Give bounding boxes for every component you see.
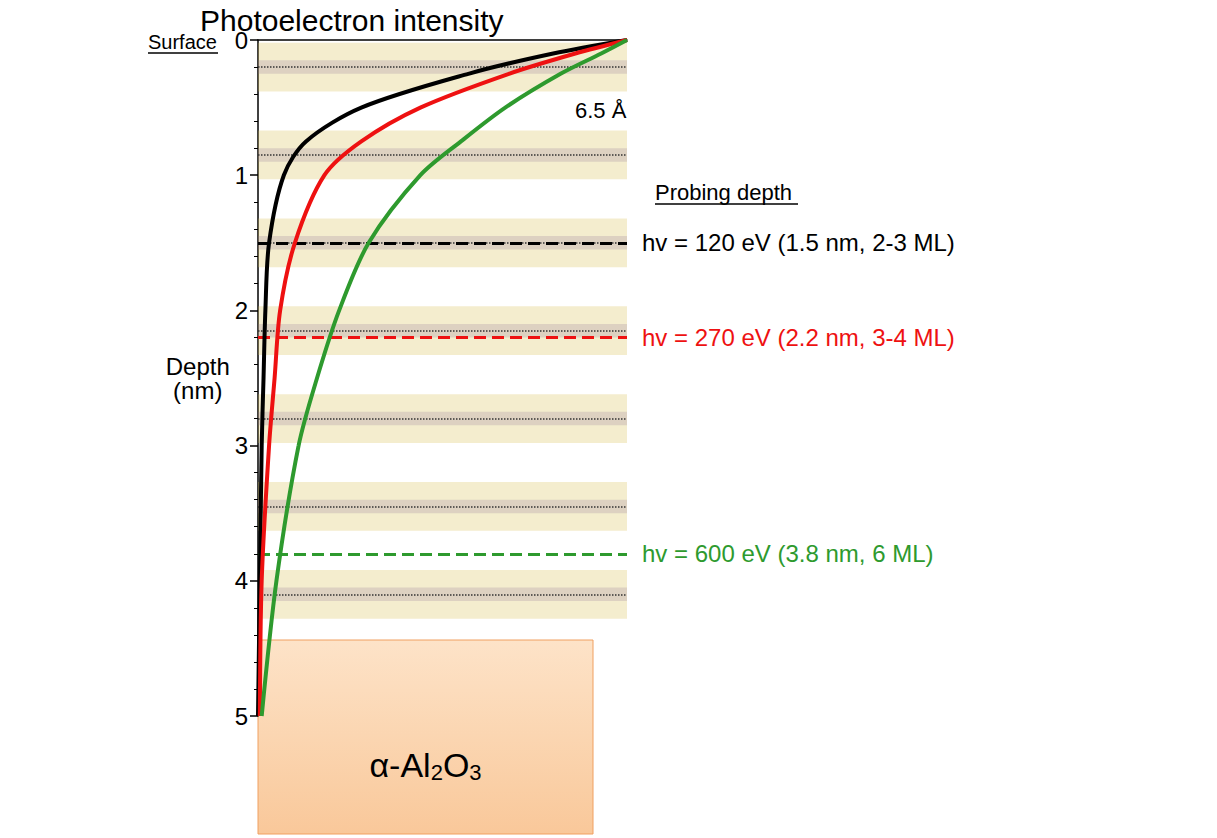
svg-text:2: 2 xyxy=(431,760,443,785)
svg-text:Probing depth: Probing depth xyxy=(655,180,792,205)
svg-text:5: 5 xyxy=(235,703,248,730)
svg-text:Surface: Surface xyxy=(148,31,217,53)
svg-text:hv = 270 eV (2.2 nm, 3-4 ML): hv = 270 eV (2.2 nm, 3-4 ML) xyxy=(642,324,955,351)
svg-text:3: 3 xyxy=(469,760,481,785)
svg-text:hv = 600 eV (3.8 nm, 6 ML): hv = 600 eV (3.8 nm, 6 ML) xyxy=(642,540,933,567)
svg-text:Depth: Depth xyxy=(166,353,230,380)
svg-text:α-Al: α-Al xyxy=(369,746,430,784)
svg-text:3: 3 xyxy=(235,432,248,459)
svg-text:2: 2 xyxy=(235,297,248,324)
svg-text:4: 4 xyxy=(235,567,248,594)
svg-text:(nm): (nm) xyxy=(173,377,222,404)
svg-text:0: 0 xyxy=(234,26,248,54)
svg-text:Photoelectron intensity: Photoelectron intensity xyxy=(200,4,504,37)
svg-text:O: O xyxy=(443,746,469,784)
svg-text:1: 1 xyxy=(235,162,248,189)
svg-text:6.5 Å: 6.5 Å xyxy=(575,98,627,123)
svg-text:hv = 120 eV (1.5 nm, 2-3 ML): hv = 120 eV (1.5 nm, 2-3 ML) xyxy=(642,229,955,256)
